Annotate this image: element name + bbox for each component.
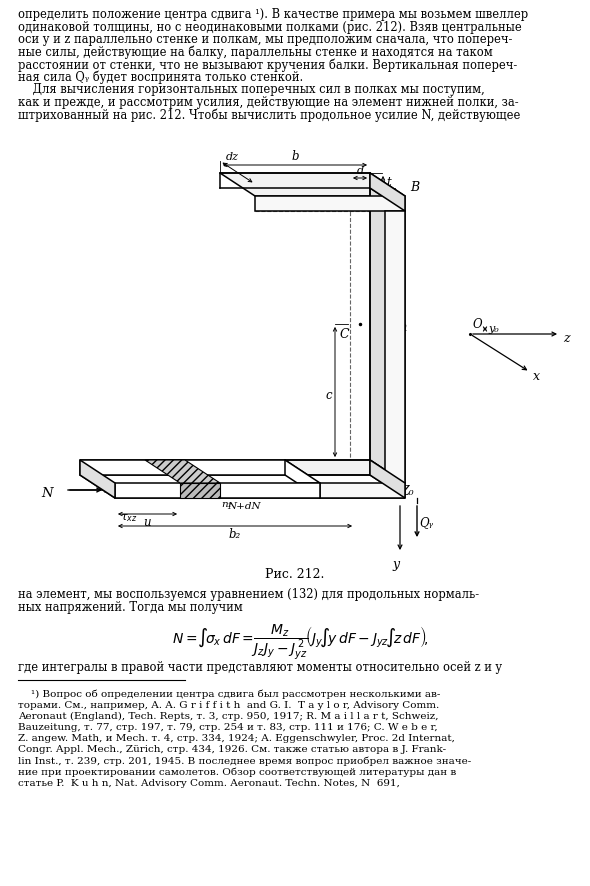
Polygon shape (255, 196, 405, 211)
Text: Z₀: Z₀ (400, 485, 414, 498)
Text: ние при проектировании самолетов. Обзор соответствующей литературы дан в: ние при проектировании самолетов. Обзор … (18, 768, 456, 777)
Text: статье P.  K u h n, Nat. Advisory Comm. Aeronaut. Techn. Notes, N  691,: статье P. K u h n, Nat. Advisory Comm. A… (18, 779, 400, 789)
Text: z: z (563, 331, 569, 345)
Text: N: N (41, 486, 53, 500)
Text: торами. См., например, A. A. G r i f f i t h  and G. I.  T a y l o r, Advisory C: торами. См., например, A. A. G r i f f i… (18, 701, 439, 710)
Text: Bauzeitung, т. 77, стр. 197, т. 79, стр. 254 и т. 83, стр. 111 и 176; C. W e b e: Bauzeitung, т. 77, стр. 197, т. 79, стр.… (18, 723, 438, 732)
Text: m: m (168, 472, 178, 482)
Polygon shape (80, 460, 285, 475)
Text: Congr. Appl. Mech., Zürich, стр. 434, 1926. См. также статью автора в J. Frank-: Congr. Appl. Mech., Zürich, стр. 434, 19… (18, 745, 446, 755)
Text: O: O (473, 318, 483, 331)
Text: $\tau_{xz}$: $\tau_{xz}$ (120, 512, 137, 524)
Polygon shape (115, 483, 320, 498)
Text: b₂: b₂ (229, 528, 241, 541)
Polygon shape (370, 460, 405, 498)
Text: d: d (356, 166, 363, 176)
Text: B: B (410, 181, 419, 194)
Text: одинаковой толщины, но с неодинаковыми полками (рис. 212). Взяв центральные: одинаковой толщины, но с неодинаковыми п… (18, 20, 522, 34)
Text: ных напряжений. Тогда мы получим: ных напряжений. Тогда мы получим (18, 601, 242, 613)
Text: Z. angew. Math, и Mech. т. 4, стр. 334, 1924; A. Eggenschwyler, Proc. 2d Interna: Z. angew. Math, и Mech. т. 4, стр. 334, … (18, 734, 455, 743)
Text: h: h (399, 321, 407, 333)
Polygon shape (180, 483, 220, 498)
Text: $N=\!\int\!\sigma_x\,dF=\!\dfrac{M_z}{J_z J_y - J_{yz}^{\,2}}\!\left(J_y\!\int\!: $N=\!\int\!\sigma_x\,dF=\!\dfrac{M_z}{J_… (172, 623, 428, 662)
Polygon shape (220, 173, 405, 196)
Text: n₁: n₁ (221, 500, 232, 509)
Text: Рис. 212.: Рис. 212. (266, 568, 324, 581)
Text: где интегралы в правой части представляют моменты относительно осей z и y: где интегралы в правой части представляю… (18, 661, 502, 674)
Text: определить положение центра сдвига ¹). В качестве примера мы возьмем швеллер: определить положение центра сдвига ¹). В… (18, 8, 528, 21)
Text: ¹) Вопрос об определении центра сдвига был рассмотрен несколькими ав-: ¹) Вопрос об определении центра сдвига б… (18, 689, 440, 699)
Polygon shape (370, 188, 405, 483)
Polygon shape (80, 460, 320, 483)
Polygon shape (145, 460, 220, 483)
Text: Qᵧ: Qᵧ (419, 517, 433, 530)
Polygon shape (80, 460, 115, 498)
Text: расстоянии от стенки, что не вызывают кручения балки. Вертикальная попереч-: расстоянии от стенки, что не вызывают кр… (18, 58, 517, 72)
Text: dz: dz (225, 152, 238, 162)
Text: штрихованный на рис. 212. Чтобы вычислить продольное усилие N, действующее: штрихованный на рис. 212. Чтобы вычислит… (18, 108, 520, 121)
Text: lin Inst., т. 239, стр. 201, 1945. В последнее время вопрос приобрел важное знач: lin Inst., т. 239, стр. 201, 1945. В пос… (18, 757, 471, 766)
Text: y₀: y₀ (488, 324, 499, 334)
Text: N+dN: N+dN (227, 502, 261, 511)
Text: оси у и z параллельно стенке и полкам, мы предположим сначала, что попереч-: оси у и z параллельно стенке и полкам, м… (18, 33, 512, 46)
Text: u: u (143, 516, 151, 529)
Text: c: c (325, 388, 332, 401)
Text: $\tau_{zx}$: $\tau_{zx}$ (130, 459, 148, 471)
Polygon shape (370, 173, 405, 211)
Text: n: n (221, 472, 228, 482)
Text: y: y (392, 558, 399, 571)
Polygon shape (385, 211, 405, 483)
Text: $\sigma_m$: $\sigma_m$ (160, 484, 175, 496)
Polygon shape (80, 475, 320, 498)
Text: Aeronaut (England), Tech. Repts, т. 3, стр. 950, 1917; R. M a i l l a r t, Schwe: Aeronaut (England), Tech. Repts, т. 3, с… (18, 711, 438, 721)
Polygon shape (285, 475, 405, 498)
Text: t: t (386, 175, 391, 189)
Text: ная сила Qᵧ будет воспринята только стенкой.: ная сила Qᵧ будет воспринята только стен… (18, 71, 303, 84)
Text: b: b (291, 150, 299, 163)
Text: на элемент, мы воспользуемся уравнением (132) для продольных нормаль-: на элемент, мы воспользуемся уравнением … (18, 588, 479, 601)
Text: x: x (533, 369, 540, 383)
Polygon shape (285, 460, 405, 483)
Text: ные силы, действующие на балку, параллельны стенке и находятся на таком: ные силы, действующие на балку, параллел… (18, 45, 493, 59)
Polygon shape (320, 483, 405, 498)
Text: Для вычисления горизонтальных поперечных сил в полках мы поступим,: Для вычисления горизонтальных поперечных… (18, 83, 485, 96)
Text: C: C (339, 328, 349, 341)
Text: как и прежде, и рассмотрим усилия, действующие на элемент нижней полки, за-: как и прежде, и рассмотрим усилия, дейст… (18, 96, 519, 108)
